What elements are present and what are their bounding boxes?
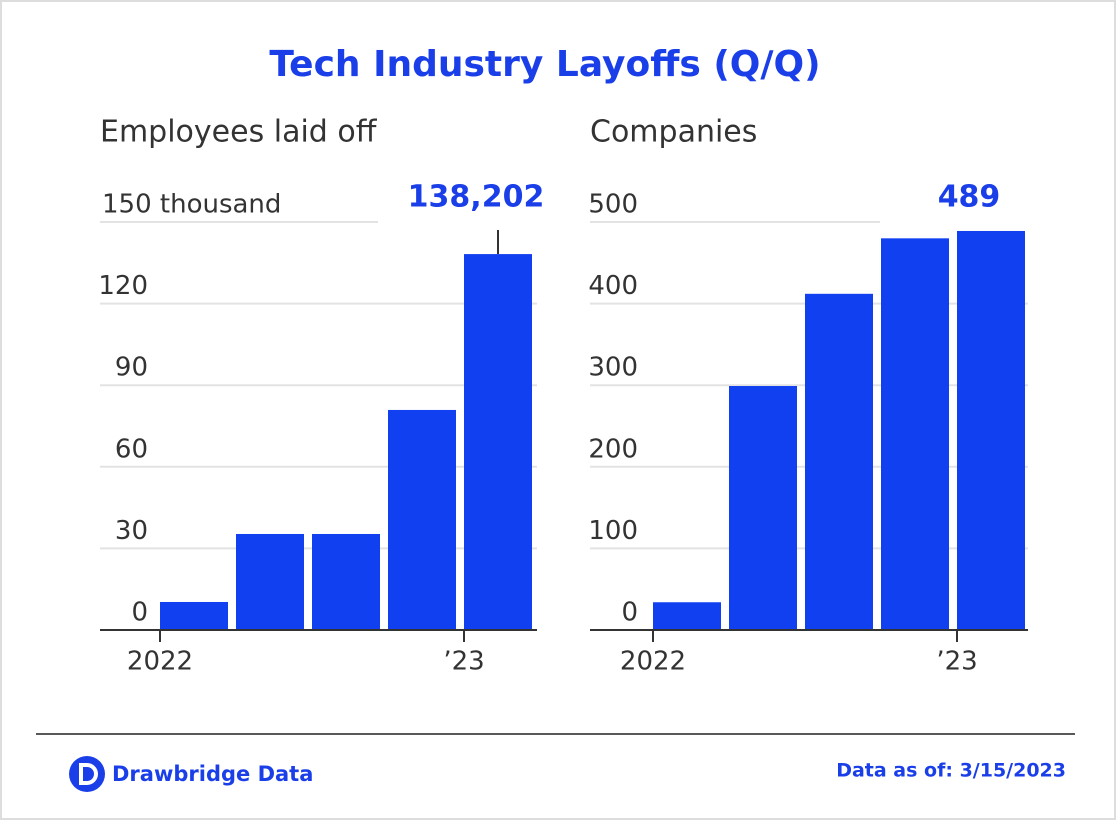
y-tick-label: 0	[131, 598, 148, 628]
y-tick-label: 0	[621, 598, 638, 628]
chart-subtitle: Employees laid off	[100, 115, 378, 150]
y-tick-label: 120	[98, 271, 148, 301]
y-tick-label: 90	[115, 353, 148, 383]
chart-subtitle: Companies	[590, 115, 757, 150]
brand: Drawbridge Data	[112, 762, 313, 786]
bar	[729, 386, 797, 630]
y-tick-label: 400	[588, 271, 638, 301]
bar	[388, 409, 456, 630]
x-tick-label: 2022	[620, 647, 686, 677]
y-tick-label: 100	[588, 516, 638, 546]
bar	[236, 533, 304, 630]
data-label: 489	[938, 180, 1001, 215]
x-tick-label: ’23	[936, 647, 977, 677]
bar	[312, 533, 380, 630]
bar	[160, 601, 228, 630]
bar	[881, 238, 949, 630]
y-tick-label: 30	[115, 516, 148, 546]
y-tick-label: 150 thousand	[102, 190, 281, 220]
y-tick-label: 200	[588, 434, 638, 464]
bar	[653, 602, 721, 630]
date-note: Data as of: 3/15/2023	[836, 760, 1066, 782]
data-label: 138,202	[408, 180, 545, 215]
bar	[805, 293, 873, 630]
logo	[69, 756, 105, 792]
y-tick-label: 60	[115, 434, 148, 464]
x-tick-label: 2022	[127, 647, 193, 677]
bar	[957, 230, 1025, 630]
bar	[464, 254, 532, 630]
y-tick-label: 300	[588, 353, 638, 383]
logo-mark	[79, 763, 98, 785]
y-tick-label: 500	[588, 190, 638, 220]
x-tick-label: ’23	[443, 647, 484, 677]
page-title: Tech Industry Layoffs (Q/Q)	[269, 44, 820, 85]
